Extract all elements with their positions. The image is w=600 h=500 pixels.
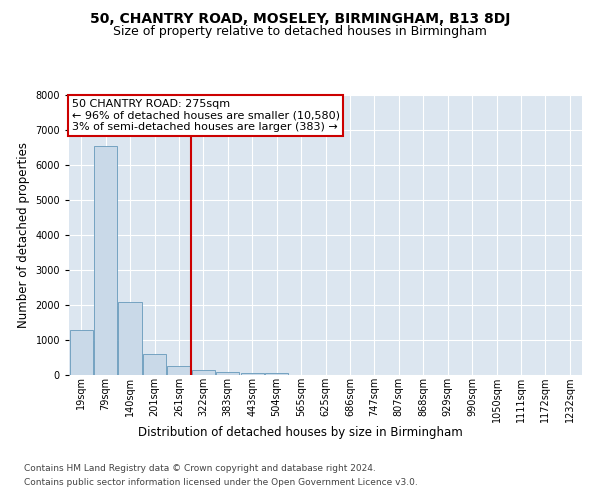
Y-axis label: Number of detached properties: Number of detached properties (17, 142, 30, 328)
Bar (94, 146, 117, 375)
Bar (216, 372, 239, 375)
Text: Size of property relative to detached houses in Birmingham: Size of property relative to detached ho… (113, 25, 487, 38)
Text: 50 CHANTRY ROAD: 275sqm
← 96% of detached houses are smaller (10,580)
3% of semi: 50 CHANTRY ROAD: 275sqm ← 96% of detache… (71, 99, 340, 132)
Text: 50, CHANTRY ROAD, MOSELEY, BIRMINGHAM, B13 8DJ: 50, CHANTRY ROAD, MOSELEY, BIRMINGHAM, B… (90, 12, 510, 26)
Text: Contains public sector information licensed under the Open Government Licence v3: Contains public sector information licen… (24, 478, 418, 487)
Bar (241, 372, 264, 375)
Text: Distribution of detached houses by size in Birmingham: Distribution of detached houses by size … (137, 426, 463, 439)
Bar (118, 302, 142, 375)
Text: Contains HM Land Registry data © Crown copyright and database right 2024.: Contains HM Land Registry data © Crown c… (24, 464, 376, 473)
Bar (192, 370, 215, 375)
Bar (167, 366, 191, 375)
Bar (265, 372, 288, 375)
Bar (143, 354, 166, 375)
Bar (70, 330, 93, 375)
